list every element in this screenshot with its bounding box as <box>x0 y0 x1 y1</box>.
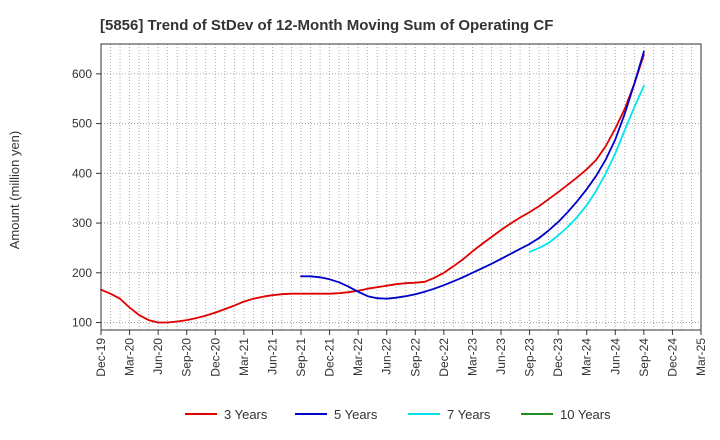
x-tick-label: Jun-23 <box>494 338 508 375</box>
y-tick-label: 500 <box>72 117 92 131</box>
series-line-7-years <box>528 84 645 253</box>
x-tick-label: Mar-23 <box>465 338 479 376</box>
x-tick-label: Jun-21 <box>265 338 279 375</box>
chart-title: [5856] Trend of StDev of 12-Month Moving… <box>100 17 553 34</box>
x-tick-label: Jun-24 <box>608 338 622 375</box>
plot-frame <box>100 43 702 331</box>
plot-area <box>101 44 701 330</box>
y-tick-label: 600 <box>72 67 92 81</box>
y-axis: 100 200 300 400 500 600 <box>72 67 101 330</box>
legend-label: 10 Years <box>560 407 611 422</box>
x-tick-label: Dec-20 <box>208 338 222 377</box>
x-tick-label: Dec-22 <box>437 338 451 377</box>
x-tick-label: Sep-22 <box>408 338 422 377</box>
y-tick-label: 100 <box>72 316 92 330</box>
legend-label: 5 Years <box>334 407 378 422</box>
x-tick-label: Sep-23 <box>523 338 537 377</box>
x-tick-label: Dec-23 <box>551 338 565 377</box>
legend: 3 Years 5 Years 7 Years 10 Years <box>185 407 611 422</box>
y-axis-label: Amount (million yen) <box>7 131 22 250</box>
y-tick-label: 300 <box>72 216 92 230</box>
grid-lines <box>101 44 701 330</box>
x-tick-label: Dec-21 <box>323 338 337 377</box>
x-tick-label: Jun-20 <box>151 338 165 375</box>
legend-label: 7 Years <box>447 407 491 422</box>
x-tick-label: Mar-21 <box>237 338 251 376</box>
x-tick-label: Mar-24 <box>580 338 594 376</box>
x-tick-label: Mar-25 <box>694 338 708 376</box>
x-axis: Dec-19 Mar-20 Jun-20 Sep-20 Dec-20 Mar-21 Jun-… <box>94 330 708 377</box>
series-line-5-years <box>300 50 645 300</box>
legend-label: 3 Years <box>224 407 268 422</box>
x-tick-label: Sep-20 <box>180 338 194 377</box>
x-tick-label: Dec-19 <box>94 338 108 377</box>
series-lines <box>100 50 645 324</box>
x-tick-label: Mar-20 <box>123 338 137 376</box>
x-tick-label: Jun-22 <box>380 338 394 375</box>
series-line-3-years <box>100 54 645 324</box>
x-tick-label: Sep-21 <box>294 338 308 377</box>
y-tick-label: 400 <box>72 166 92 180</box>
x-tick-label: Mar-22 <box>351 338 365 376</box>
y-tick-label: 200 <box>72 266 92 280</box>
x-tick-label: Sep-24 <box>637 338 651 377</box>
x-tick-label: Dec-24 <box>665 338 679 377</box>
